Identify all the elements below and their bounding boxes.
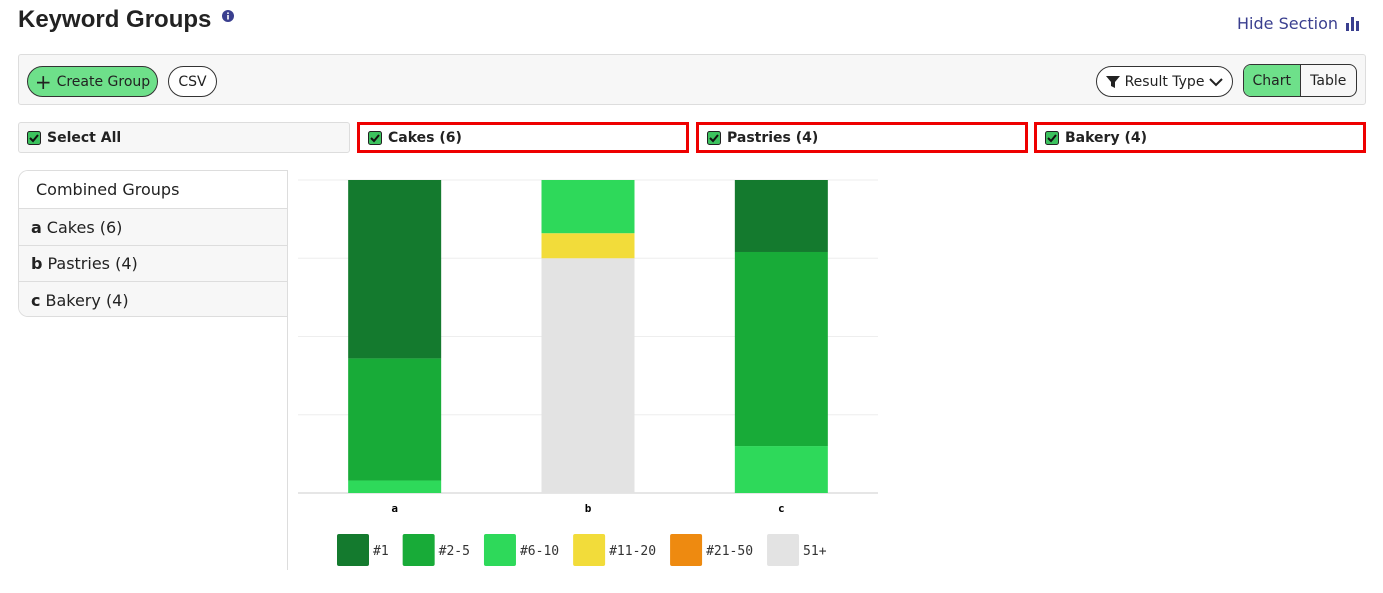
sidebar-item[interactable]: a Cakes (6)	[19, 208, 288, 245]
hide-section[interactable]: Hide Section	[1237, 14, 1360, 33]
csv-button[interactable]: CSV	[168, 66, 217, 97]
legend-swatch	[337, 534, 369, 566]
legend-swatch	[573, 534, 606, 566]
legend-label: #2-5	[439, 544, 470, 559]
item-label: Bakery (4)	[45, 290, 129, 310]
chart: a b c #1 #2-5 #6-10 #11-20 #21-50 51+	[298, 179, 878, 566]
sidebar-item[interactable]: c Bakery (4)	[19, 281, 288, 316]
item-letter: a	[31, 217, 42, 237]
filter-label: Pastries (4)	[727, 129, 819, 146]
view-toggle: Chart Table	[1243, 64, 1357, 97]
x-tick-label: b	[585, 502, 592, 515]
bar-segment	[734, 251, 828, 447]
x-tick-label: c	[778, 502, 785, 515]
sidebar: Combined Groups a Cakes (6) b Pastries (4) c…	[18, 170, 288, 317]
divider	[287, 170, 288, 570]
bar-segment	[348, 180, 442, 359]
legend-label: 51+	[803, 544, 827, 559]
chart-icon	[1346, 16, 1360, 31]
table-tab[interactable]: Table	[1310, 72, 1347, 89]
page-title: Keyword Groups	[18, 6, 212, 33]
group-filter[interactable]: Select All	[18, 122, 350, 153]
chart-tab[interactable]: Chart	[1244, 65, 1301, 96]
bar-segment	[734, 180, 828, 252]
legend-swatch	[483, 534, 516, 566]
create-group-label: Create Group	[56, 73, 151, 90]
group-filter[interactable]: Cakes (6)	[357, 122, 689, 153]
group-filter[interactable]: Bakery (4)	[1034, 122, 1366, 153]
item-label: Cakes (6)	[46, 217, 123, 237]
filter-icon	[1105, 75, 1120, 88]
csv-label: CSV	[178, 73, 207, 90]
result-type-label: Result Type	[1124, 73, 1205, 90]
legend-swatch	[402, 534, 435, 566]
bar-segment	[541, 180, 635, 234]
checkbox[interactable]	[368, 130, 382, 145]
item-letter: b	[31, 254, 43, 273]
bar-segment	[348, 480, 442, 493]
filter-label: Cakes (6)	[388, 129, 462, 146]
sidebar-title[interactable]: Combined Groups	[19, 171, 288, 208]
sidebar-item[interactable]: b Pastries (4)	[19, 244, 288, 282]
legend-swatch	[767, 534, 800, 566]
item-label: Pastries (4)	[47, 254, 138, 273]
bar-segment	[734, 446, 828, 493]
x-tick-label: a	[391, 502, 398, 515]
checkbox[interactable]	[27, 130, 41, 145]
legend-swatch	[670, 534, 703, 566]
checkbox[interactable]	[707, 130, 721, 145]
result-type-button[interactable]: Result Type	[1096, 66, 1233, 97]
item-letter: c	[31, 290, 41, 310]
filter-label: Bakery (4)	[1065, 129, 1147, 146]
legend-label: #21-50	[706, 544, 753, 559]
legend-label: #1	[373, 544, 389, 559]
group-filter[interactable]: Pastries (4)	[696, 122, 1028, 153]
bar-segment	[541, 258, 635, 493]
info-icon[interactable]	[222, 10, 234, 22]
filter-label: Select All	[47, 129, 122, 146]
hide-section-label: Hide Section	[1237, 14, 1339, 33]
legend-label: #11-20	[609, 544, 656, 559]
bar-segment	[348, 358, 442, 481]
checkbox[interactable]	[1045, 130, 1059, 145]
create-group-button[interactable]: + Create Group	[27, 66, 158, 97]
chevron	[1209, 77, 1224, 86]
legend-label: #6-10	[520, 544, 559, 559]
bar-segment	[541, 233, 635, 259]
